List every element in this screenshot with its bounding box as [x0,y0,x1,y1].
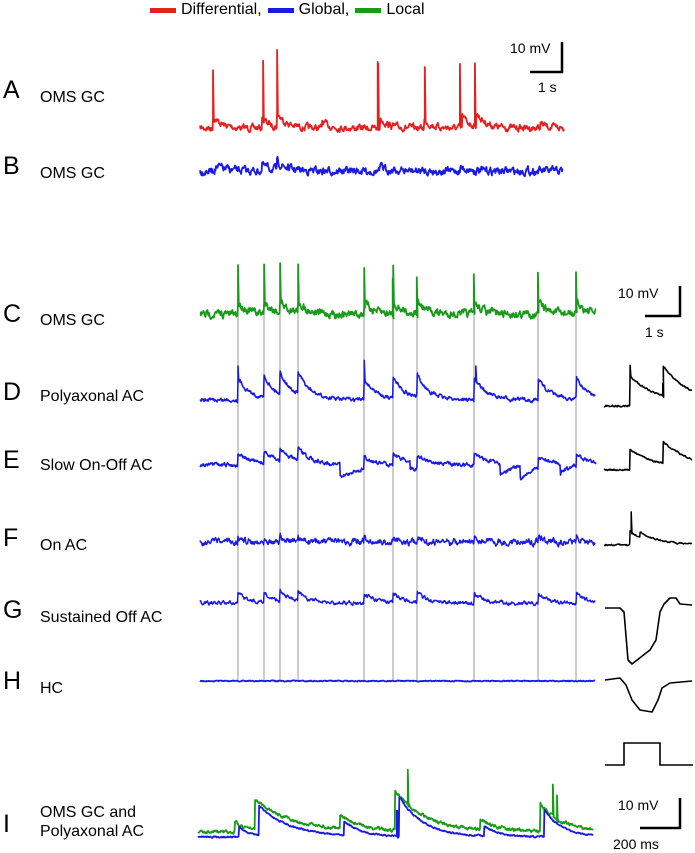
scalebar-top-voltage: 10 mV [510,40,551,56]
trace-b-global [199,156,564,178]
panel-letter-f: F [3,524,19,552]
legend-label-global: Global, [298,1,350,18]
panel-letter-c: C [3,300,22,328]
legend-label-differential: Differential, [181,1,262,18]
scalebar-bottom-voltage: 10 mV [618,797,659,813]
legend-swatch-global [267,7,294,13]
scalebar-bottom-time: 200 ms [613,836,659,852]
legend-swatch-differential [150,7,176,13]
inset-f-average [603,511,693,547]
legend-swatch-local [355,7,382,13]
trace-a-differential [199,49,565,134]
panel-letter-h: H [3,667,22,695]
inset-d-average [603,364,693,408]
scalebar-mid-time: 1 s [645,324,664,340]
legend: Differential, Global, Local [150,0,431,20]
scalebar-mid [645,286,682,318]
scalebar-top-time: 1 s [538,79,557,95]
trace-d-polyaxonal [199,359,596,404]
scalebar-mid-voltage: 10 mV [618,285,659,301]
trace-h-hc [199,679,596,683]
panel-label-b: OMS GC [40,165,105,182]
panel-label-f: On AC [40,537,88,554]
panel-label-c: OMS GC [40,312,105,329]
inset-g-average [605,597,693,665]
inset-h-average [604,677,693,713]
alignment-lines [237,300,577,680]
trace-e-slow-onoff [199,446,597,481]
legend-item-differential: Differential, [150,1,262,19]
panel-letter-d: D [3,378,22,406]
trace-c-local [199,262,597,320]
scalebar-top [530,42,564,74]
trace-i-polyaxonal [197,796,594,839]
panel-letter-b: B [3,152,20,180]
panel-label-e: Slow On-Off AC [40,457,153,474]
panel-label-a: OMS GC [40,89,105,106]
panel-label-h: HC [40,680,64,697]
panel-label-i: OMS GC and Polyaxonal AC [40,804,145,840]
panel-letter-a: A [3,76,20,104]
legend-item-local: Local [355,1,425,19]
panel-letter-e: E [3,446,20,474]
legend-label-local: Local [386,1,425,18]
legend-item-global: Global, [267,1,350,19]
stimulus-trace [605,742,693,766]
scalebar-bottom [640,798,682,830]
trace-g-sustained-off [199,588,596,607]
trace-group [197,49,693,839]
trace-f-on [199,532,596,548]
panel-letter-g: G [3,596,23,624]
panel-letter-i: I [3,810,10,838]
trace-i-oms-gc [197,768,594,835]
panel-label-d: Polyaxonal AC [40,388,145,405]
panel-label-g: Sustained Off AC [40,609,163,626]
inset-e-average [603,440,693,472]
